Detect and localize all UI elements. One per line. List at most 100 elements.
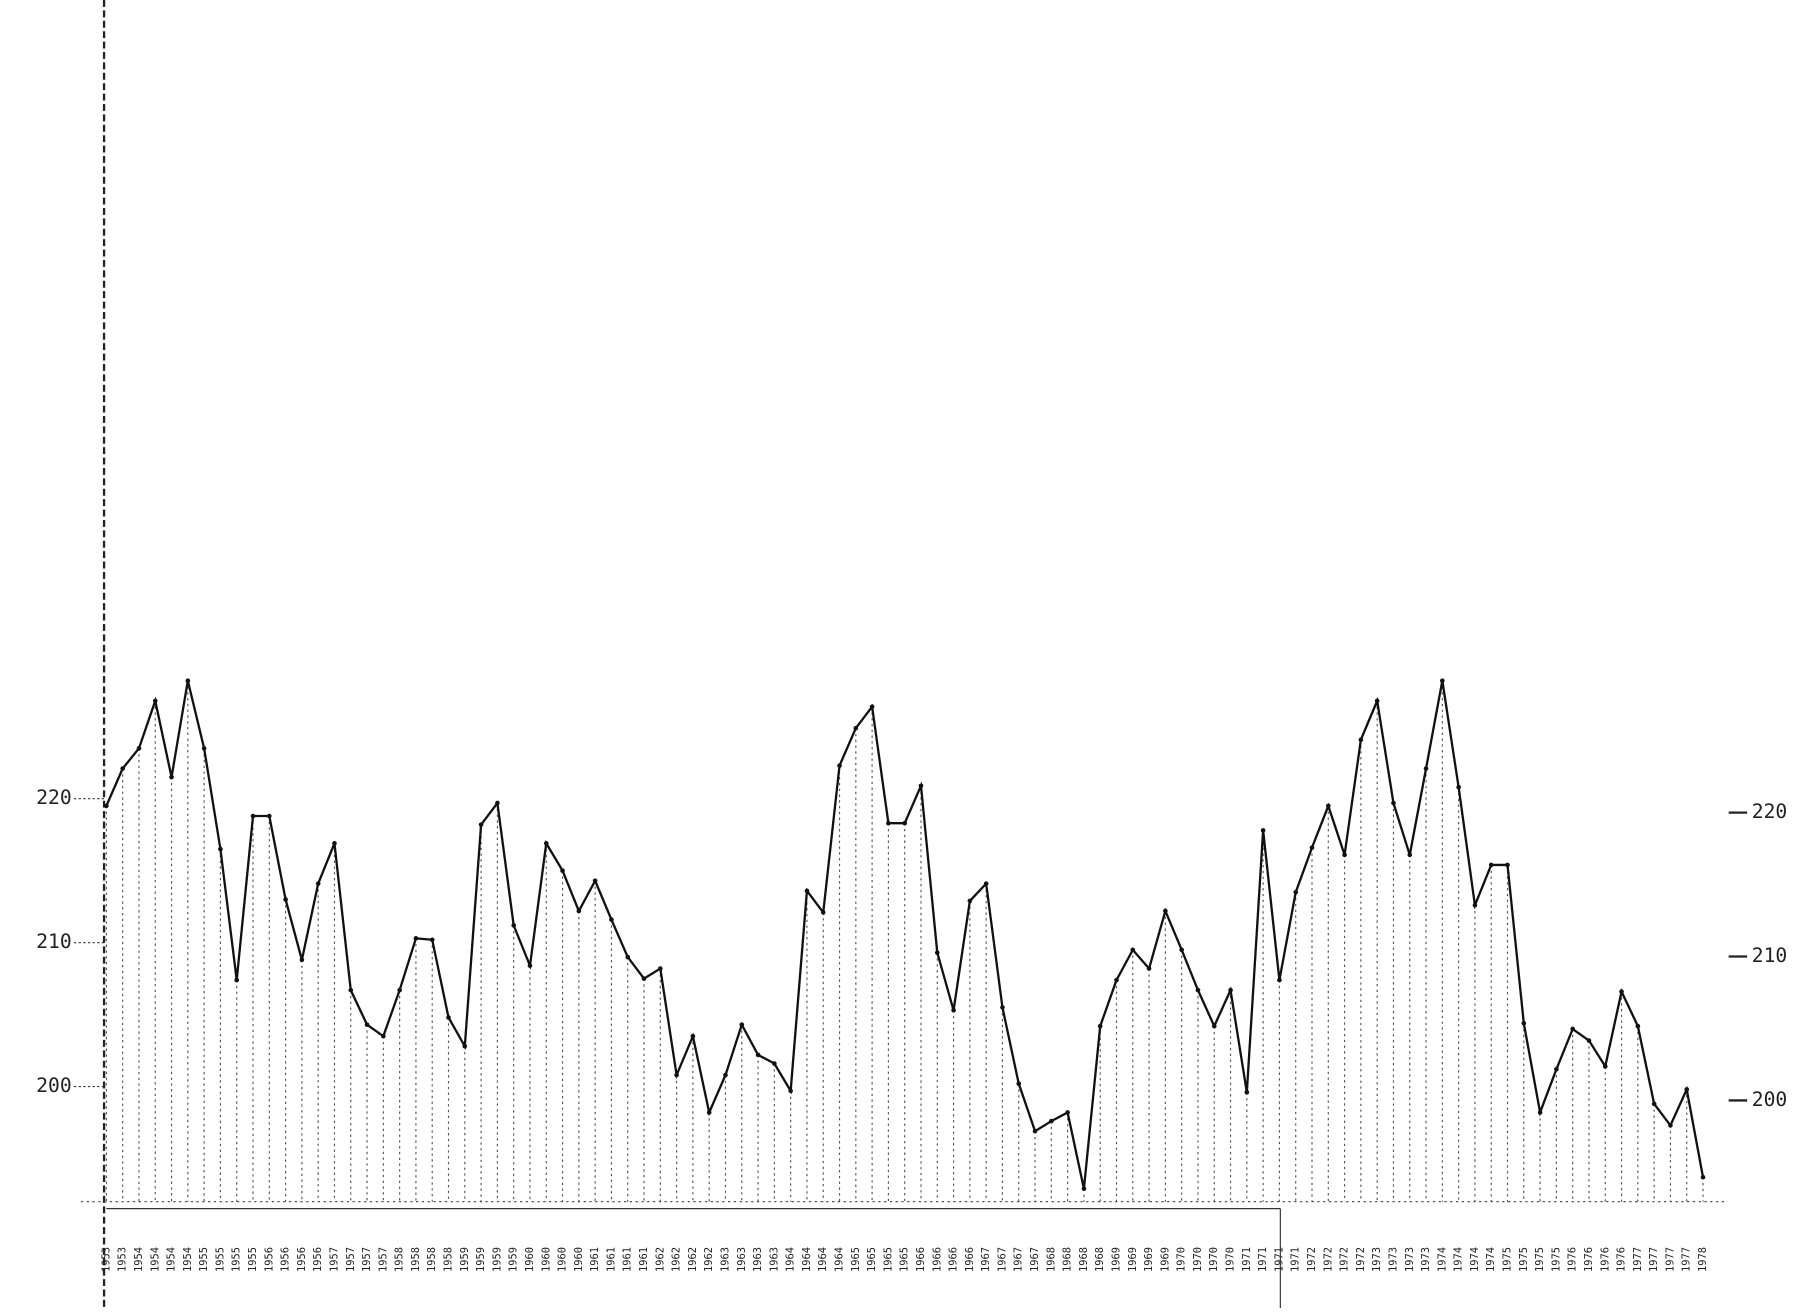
point bbox=[772, 1061, 777, 1066]
point bbox=[495, 800, 500, 806]
point bbox=[1651, 1101, 1657, 1107]
x-tick-label: 1974 bbox=[1485, 1247, 1497, 1272]
x-tick-label: 1960 bbox=[524, 1247, 536, 1272]
x-tick-label: 1955 bbox=[198, 1247, 210, 1272]
x-tick-label: 1972 bbox=[1339, 1247, 1351, 1272]
point bbox=[1668, 1123, 1673, 1128]
point bbox=[1049, 1118, 1054, 1124]
point bbox=[511, 923, 516, 928]
x-tick-label: 1961 bbox=[622, 1247, 634, 1272]
point bbox=[690, 1033, 696, 1039]
x-tick-label: 1970 bbox=[1208, 1247, 1220, 1272]
point bbox=[1505, 862, 1510, 868]
x-tick-label: 1963 bbox=[719, 1247, 731, 1272]
point bbox=[1260, 828, 1266, 833]
point bbox=[120, 766, 125, 771]
point bbox=[201, 746, 207, 751]
x-tick-label: 1968 bbox=[1045, 1247, 1057, 1272]
point bbox=[413, 936, 419, 941]
point bbox=[315, 881, 321, 886]
x-tick-label: 1973 bbox=[1387, 1247, 1399, 1272]
x-tick-label: 1963 bbox=[768, 1247, 780, 1272]
point bbox=[1277, 977, 1282, 983]
point bbox=[837, 763, 842, 768]
y-tick-label: 220 bbox=[1752, 800, 1787, 823]
x-tick-label: 1969 bbox=[1110, 1247, 1122, 1272]
point bbox=[918, 783, 924, 789]
point bbox=[1423, 766, 1429, 771]
x-tick-label: 1977 bbox=[1632, 1247, 1644, 1272]
point bbox=[1537, 1110, 1543, 1115]
point bbox=[1309, 845, 1315, 850]
point bbox=[1391, 800, 1396, 806]
y-tick-label: 220 bbox=[36, 786, 71, 809]
point bbox=[364, 1022, 370, 1027]
point bbox=[739, 1022, 745, 1027]
point bbox=[527, 963, 533, 968]
x-tick-label: 1971 bbox=[1290, 1247, 1302, 1272]
x-tick-label: 1962 bbox=[671, 1247, 683, 1272]
x-tick-label: 1965 bbox=[850, 1247, 862, 1272]
x-tick-label: 1976 bbox=[1599, 1247, 1611, 1272]
point bbox=[1000, 1005, 1005, 1010]
point bbox=[1554, 1066, 1559, 1072]
point bbox=[332, 841, 337, 846]
x-tick-label: 1973 bbox=[1420, 1247, 1432, 1272]
y-tick-label: 200 bbox=[1752, 1088, 1787, 1111]
point bbox=[641, 976, 647, 981]
point bbox=[1163, 908, 1168, 914]
x-tick-label: 1960 bbox=[557, 1247, 569, 1272]
x-tick-label: 1966 bbox=[964, 1247, 976, 1272]
point bbox=[1097, 1023, 1103, 1029]
x-tick-label: 1966 bbox=[931, 1247, 943, 1272]
x-tick-label: 1972 bbox=[1306, 1247, 1318, 1272]
x-tick-label: 1975 bbox=[1534, 1247, 1546, 1272]
point bbox=[104, 803, 109, 809]
x-tick-label: 1957 bbox=[345, 1247, 357, 1272]
x-tick-label: 1959 bbox=[475, 1247, 487, 1272]
x-tick-label: 1963 bbox=[736, 1247, 748, 1272]
x-tick-label: 1967 bbox=[980, 1247, 992, 1272]
point bbox=[886, 820, 891, 826]
x-tick-label: 1954 bbox=[149, 1247, 161, 1272]
point bbox=[1456, 784, 1461, 790]
x-tick-label: 1953 bbox=[117, 1247, 129, 1272]
x-tick-label: 1962 bbox=[687, 1247, 699, 1272]
point bbox=[1586, 1038, 1592, 1043]
point bbox=[1521, 1020, 1527, 1026]
y-tick-label: 210 bbox=[1752, 944, 1787, 967]
x-tick-label: 1953 bbox=[100, 1247, 112, 1272]
x-tick-label: 1960 bbox=[573, 1247, 585, 1272]
x-tick-label: 1967 bbox=[996, 1247, 1008, 1272]
x-tick-label: 1968 bbox=[1078, 1247, 1090, 1272]
x-tick-label: 1955 bbox=[247, 1247, 259, 1272]
x-tick-label: 1976 bbox=[1616, 1247, 1628, 1272]
point bbox=[983, 881, 989, 886]
point bbox=[706, 1110, 712, 1115]
point bbox=[1440, 678, 1445, 684]
point bbox=[478, 822, 484, 827]
point bbox=[462, 1043, 468, 1049]
point bbox=[804, 888, 810, 894]
point bbox=[1211, 1023, 1217, 1029]
x-tick-label: 1965 bbox=[882, 1247, 894, 1272]
point bbox=[250, 813, 256, 819]
point bbox=[1114, 977, 1119, 983]
point bbox=[283, 897, 288, 902]
point bbox=[1228, 987, 1233, 993]
x-tick-label: 1966 bbox=[915, 1247, 927, 1272]
point bbox=[853, 725, 859, 731]
point bbox=[397, 987, 402, 993]
x-tick-label: 1954 bbox=[133, 1247, 145, 1272]
x-tick-label: 1965 bbox=[866, 1247, 878, 1272]
x-tick-label: 1973 bbox=[1404, 1247, 1416, 1272]
x-tick-label: 1965 bbox=[899, 1247, 911, 1272]
point bbox=[723, 1072, 728, 1078]
point bbox=[1016, 1081, 1022, 1086]
x-tick-label: 1960 bbox=[540, 1247, 552, 1272]
x-tick-label: 1971 bbox=[1257, 1247, 1269, 1272]
point bbox=[1700, 1174, 1706, 1180]
x-tick-label: 1968 bbox=[1094, 1247, 1106, 1272]
x-tick-label: 1955 bbox=[231, 1247, 243, 1272]
